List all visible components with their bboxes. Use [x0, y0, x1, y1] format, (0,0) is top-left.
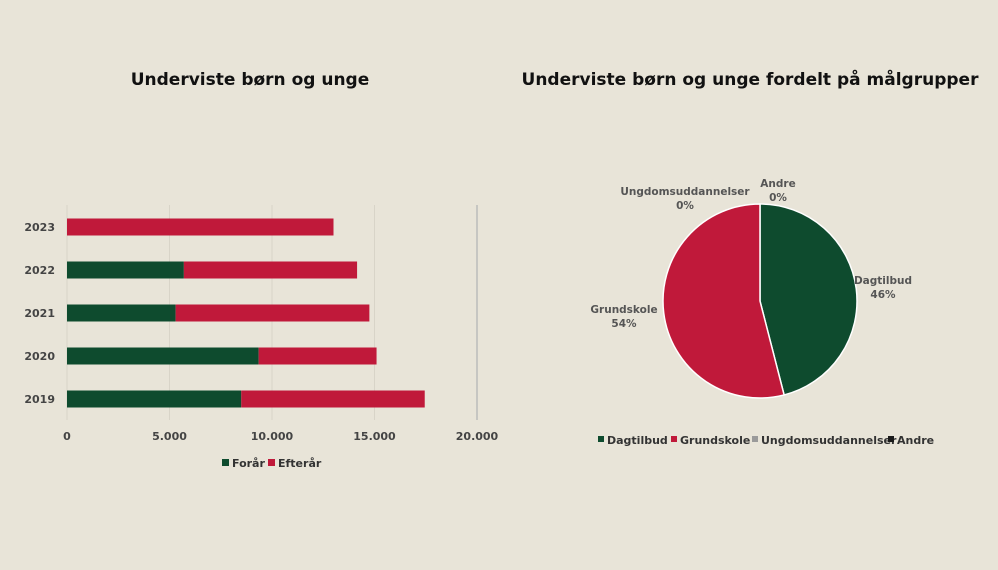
- bar-forår-2019: [67, 390, 242, 408]
- legend-label: Andre: [897, 434, 934, 447]
- y-tick-label: 2019: [24, 393, 55, 406]
- legend-label: Efterår: [278, 457, 322, 470]
- legend-swatch: [671, 436, 677, 442]
- pie-chart-title: Underviste børn og unge fordelt på målgr…: [521, 70, 979, 90]
- legend-swatch: [222, 459, 229, 466]
- bar-chart-title: Underviste børn og unge: [130, 70, 370, 90]
- pie-label-name: Dagtilbud: [854, 275, 912, 287]
- bar-efterår-2020: [258, 347, 377, 365]
- pie-label-name: Grundskole: [590, 304, 657, 316]
- legend-swatch: [752, 436, 758, 442]
- bar-forår-2020: [67, 347, 259, 365]
- bar-efterår-2022: [183, 261, 358, 279]
- legend-swatch: [268, 459, 275, 466]
- bar-efterår-2023: [67, 218, 334, 236]
- x-tick-label: 10.000: [251, 430, 294, 443]
- x-tick-label: 0: [63, 430, 71, 443]
- x-tick-label: 20.000: [456, 430, 499, 443]
- x-tick-label: 5.000: [152, 430, 187, 443]
- pie-slice-dagtilbud: [759, 203, 858, 396]
- bar-efterår-2019: [241, 390, 425, 408]
- y-tick-label: 2023: [24, 221, 55, 234]
- y-tick-label: 2021: [24, 307, 55, 320]
- x-tick-label: 15.000: [353, 430, 396, 443]
- pie-label-name: Andre: [760, 178, 795, 190]
- pie-label-name: Ungdomsuddannelser: [620, 186, 750, 198]
- bar-forår-2021: [67, 304, 176, 322]
- legend-label: Forår: [232, 457, 265, 470]
- pie-label-value: 0%: [769, 192, 787, 204]
- pie-label-value: 0%: [676, 200, 694, 212]
- legend-label: Dagtilbud: [607, 434, 668, 447]
- legend-swatch: [888, 436, 894, 442]
- legend-swatch: [598, 436, 604, 442]
- y-tick-label: 2020: [24, 350, 55, 363]
- y-tick-label: 2022: [24, 264, 55, 277]
- legend-label: Ungdomsuddannelser: [761, 434, 897, 447]
- bar-efterår-2021: [175, 304, 370, 322]
- pie-slice-grundskole: [662, 203, 786, 399]
- legend-label: Grundskole: [680, 434, 750, 447]
- pie-label-value: 46%: [870, 289, 896, 301]
- bar-forår-2022: [67, 261, 184, 279]
- pie-label-value: 54%: [611, 318, 637, 330]
